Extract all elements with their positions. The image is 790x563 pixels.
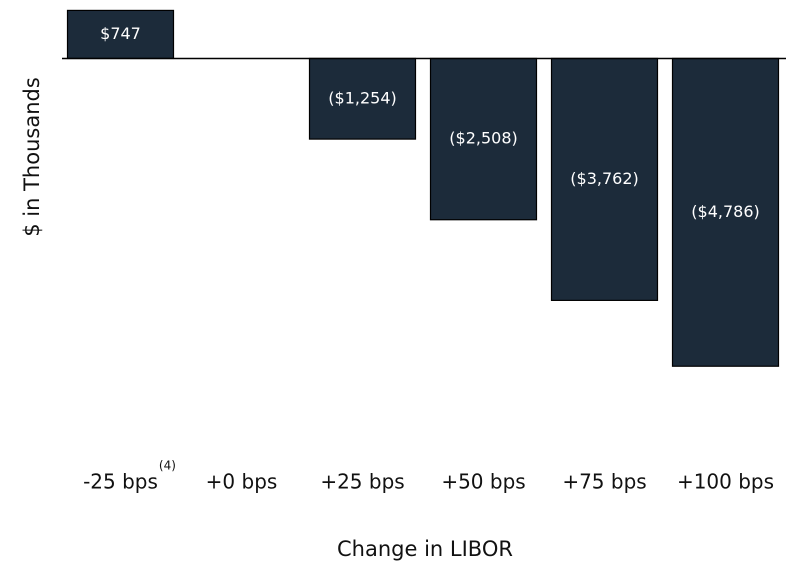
- x-tick-label: +50 bps: [441, 470, 525, 494]
- y-axis-title: $ in Thousands: [20, 77, 44, 237]
- x-tick-label: +0 bps: [206, 470, 278, 494]
- value-label: ($3,762): [570, 169, 638, 188]
- footnote-mark: (4): [159, 459, 176, 473]
- bar: [550, 57, 659, 301]
- bar: [671, 57, 780, 367]
- x-tick-label: -25 bps: [83, 470, 158, 494]
- x-axis-title: Change in LIBOR: [337, 537, 513, 561]
- bar: [66, 9, 175, 60]
- bar: [308, 57, 417, 140]
- value-label: ($1,254): [328, 88, 396, 107]
- x-tick-label: +25 bps: [320, 470, 404, 494]
- x-tick-label: +75 bps: [562, 470, 646, 494]
- value-label: ($4,786): [691, 202, 759, 221]
- x-tick-label: +100 bps: [677, 470, 774, 494]
- value-label: $747: [100, 24, 141, 43]
- value-label: ($2,508): [449, 129, 517, 148]
